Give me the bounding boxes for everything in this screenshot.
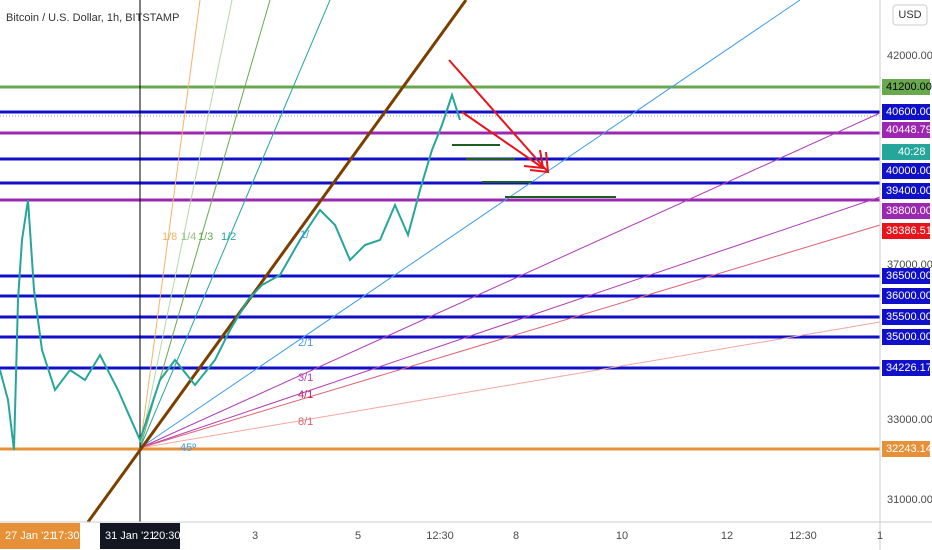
fan-label: 4/1 bbox=[298, 389, 313, 401]
arrow bbox=[461, 111, 544, 169]
price-tag: 35000.00 bbox=[886, 331, 932, 343]
time-label: 5 bbox=[355, 530, 361, 542]
fan-label: 1/8 bbox=[162, 231, 177, 243]
levels bbox=[0, 85, 880, 451]
tag-box bbox=[882, 441, 930, 457]
currency-button[interactable] bbox=[892, 4, 928, 26]
time-tag-box bbox=[0, 523, 80, 549]
price-tag: 36000.00 bbox=[886, 290, 932, 302]
fan-line bbox=[139, 0, 271, 449]
fan-line bbox=[139, 112, 881, 449]
fan-line bbox=[139, 0, 801, 449]
trend-line bbox=[86, 0, 468, 523]
tag-box bbox=[882, 104, 930, 120]
fan-line bbox=[139, 196, 881, 449]
tag-box bbox=[882, 268, 930, 284]
price-label: 42000.00 bbox=[887, 50, 932, 62]
tag-box bbox=[882, 223, 930, 239]
time-tag-box bbox=[100, 523, 180, 549]
price-path bbox=[0, 91, 461, 451]
fan-label: 1/4 bbox=[181, 231, 196, 243]
arrow-head bbox=[523, 149, 545, 170]
time-label: 10 bbox=[616, 530, 628, 542]
price-tag: 34226.17 bbox=[886, 362, 932, 374]
fan-label: 1/ bbox=[300, 229, 310, 241]
fan-line bbox=[139, 224, 881, 449]
price-label: 37000.00 bbox=[887, 259, 932, 271]
time-label: 1 bbox=[877, 530, 883, 542]
time-tag: 20:30 bbox=[153, 530, 181, 542]
price-tag: 32243.14 bbox=[886, 443, 932, 455]
price-tag: 40448.79 bbox=[886, 124, 932, 136]
fan-label: 2/1 bbox=[298, 337, 313, 349]
price-tag: 39400.00 bbox=[886, 185, 932, 197]
price-tag: 38386.51 bbox=[886, 225, 932, 237]
time-tag: 27 Jan '21 bbox=[5, 530, 55, 542]
fan-line bbox=[139, 0, 331, 449]
arrow bbox=[448, 59, 549, 173]
currency[interactable]: USD bbox=[898, 9, 921, 21]
time-label: 12:30 bbox=[789, 530, 817, 542]
countdown: 40:28 bbox=[898, 146, 926, 158]
tag-box bbox=[882, 163, 930, 179]
annotations bbox=[448, 59, 550, 174]
price-tag: 35500.00 bbox=[886, 311, 932, 323]
horizontal-rays bbox=[452, 144, 616, 198]
fan-labels: 1/8 1/4 1/3 1/2 1/ 2/1 3/1 4/1 8/1 45º bbox=[162, 229, 313, 454]
time-label: 12 bbox=[721, 530, 733, 542]
price-tags: 41200.00 40600.00 40448.79 40:28 40000.0… bbox=[882, 79, 932, 457]
arrow-head bbox=[529, 151, 550, 174]
fan-label: 1/3 bbox=[198, 231, 213, 243]
time-tag: 17:30 bbox=[52, 530, 80, 542]
fan-line bbox=[139, 0, 201, 449]
price-label: 33000.00 bbox=[887, 414, 932, 426]
fan-line bbox=[139, 321, 881, 449]
time-label: 3 bbox=[252, 530, 258, 542]
fan-label: 8/1 bbox=[298, 416, 313, 428]
price-tag: 36500.00 bbox=[886, 270, 932, 282]
price-tag: 40000.00 bbox=[886, 165, 932, 177]
fan-label: 45º bbox=[180, 442, 196, 454]
fan-line bbox=[139, 0, 233, 449]
gann-fan bbox=[139, 0, 881, 449]
time-label: 12:30 bbox=[426, 530, 454, 542]
tag-box bbox=[882, 288, 930, 304]
time-tag: 31 Jan '21 bbox=[105, 530, 155, 542]
fan-label: 3/1 bbox=[298, 372, 313, 384]
time-label: 8 bbox=[513, 530, 519, 542]
price-label: 31000.00 bbox=[887, 494, 932, 506]
tag-box bbox=[882, 203, 930, 219]
price-tag: 38800.00 bbox=[886, 205, 932, 217]
tag-box bbox=[882, 309, 930, 325]
tag-box bbox=[882, 122, 930, 138]
chart-title: Bitcoin / U.S. Dollar, 1h, BITSTAMP bbox=[6, 12, 179, 24]
time-labels: 3 5 12:30 8 10 12 12:30 1 bbox=[252, 530, 883, 542]
tag-box bbox=[882, 329, 930, 345]
tag-box bbox=[882, 79, 930, 95]
tag-box bbox=[882, 360, 930, 376]
tag-box bbox=[882, 144, 930, 160]
price-tag: 41200.00 bbox=[886, 81, 932, 93]
tag-box bbox=[882, 183, 930, 199]
fan-label: 1/2 bbox=[221, 231, 236, 243]
price-tag: 40600.00 bbox=[886, 106, 932, 118]
